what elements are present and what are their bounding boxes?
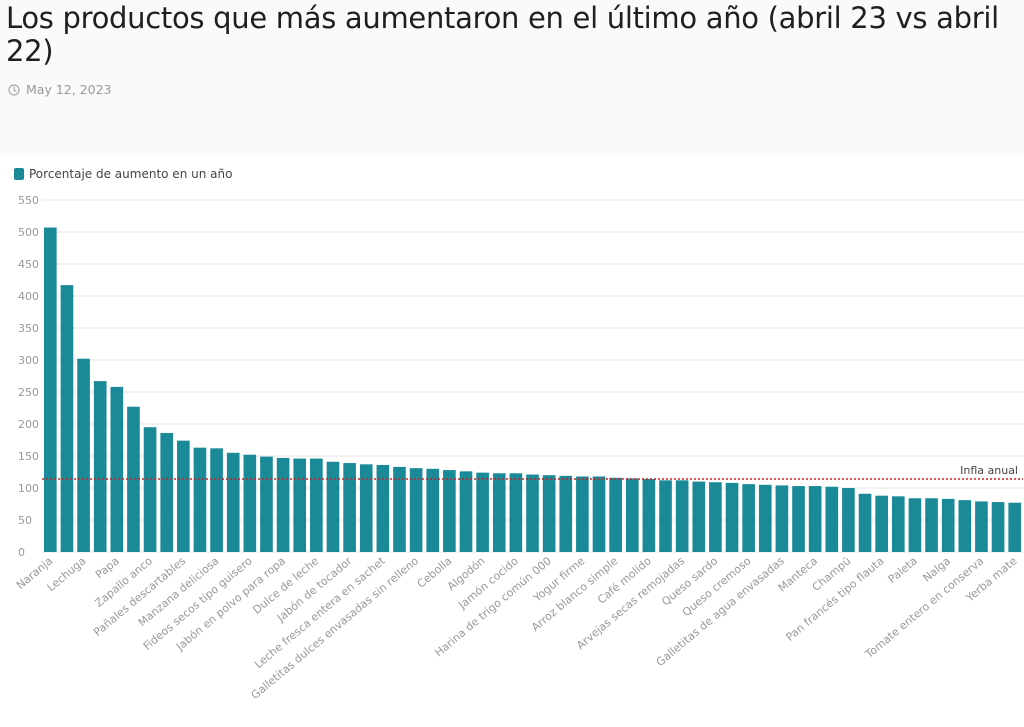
- y-tick-label: 450: [18, 258, 39, 271]
- bar: [276, 457, 290, 552]
- legend-label: Porcentaje de aumento en un año: [29, 167, 233, 181]
- bar: [426, 468, 440, 552]
- bar: [376, 464, 390, 552]
- bar: [891, 496, 905, 552]
- bar: [775, 485, 789, 552]
- bar: [941, 498, 955, 552]
- bar: [127, 406, 140, 552]
- bar-chart: 050100150200250300350400450500550Naranja…: [14, 194, 1023, 702]
- y-tick-label: 50: [18, 514, 32, 527]
- bar: [742, 484, 755, 552]
- bar: [709, 482, 722, 552]
- bar: [526, 474, 539, 552]
- chart-card: Porcentaje de aumento en un año 0 50 100 15…: [0, 155, 1024, 727]
- bar: [542, 475, 556, 552]
- x-tick-label: Paleta: [886, 554, 920, 586]
- bar: [858, 493, 872, 552]
- y-tick-label: 150: [18, 450, 39, 463]
- y-tick-label: 350: [18, 322, 39, 335]
- bar: [143, 427, 157, 552]
- page-title: Los productos que más aumentaron en el ú…: [6, 1, 999, 68]
- bar: [226, 452, 240, 552]
- bar: [592, 476, 606, 552]
- y-tick-label: 250: [18, 386, 39, 399]
- reference-line-label: Infla anual: [960, 464, 1018, 477]
- bar: [359, 464, 373, 552]
- bar: [93, 381, 107, 552]
- bar: [792, 486, 805, 552]
- bar: [243, 454, 257, 552]
- date-text: May 12, 2023: [26, 82, 112, 97]
- clock-icon: [8, 83, 20, 96]
- bar: [725, 482, 739, 552]
- bar: [559, 475, 573, 552]
- bar: [293, 458, 307, 552]
- bar: [393, 466, 406, 552]
- bar: [925, 498, 938, 552]
- bar: [110, 386, 124, 552]
- bar: [459, 471, 473, 552]
- bar: [260, 456, 273, 552]
- y-tick-label: 200: [18, 418, 39, 431]
- bar: [642, 479, 656, 552]
- bar: [77, 358, 90, 552]
- bar: [625, 478, 639, 552]
- bar: [958, 500, 972, 552]
- bar: [60, 285, 74, 552]
- y-tick-label: 300: [18, 354, 39, 367]
- y-tick-label: 100: [18, 482, 39, 495]
- bar: [509, 473, 523, 552]
- bar: [193, 447, 207, 552]
- bar: [310, 458, 323, 552]
- bar: [609, 477, 622, 552]
- bar: [343, 463, 356, 552]
- bar: [443, 470, 456, 552]
- bar: [326, 461, 340, 552]
- bar: [908, 498, 922, 552]
- bar: [659, 480, 672, 552]
- bar: [975, 501, 988, 552]
- bar: [991, 502, 1005, 552]
- bar: [160, 432, 174, 552]
- publish-date: May 12, 2023: [8, 82, 111, 97]
- y-tick-label: 400: [18, 290, 39, 303]
- bar: [576, 476, 589, 552]
- chart-legend[interactable]: Porcentaje de aumento en un año: [14, 167, 232, 181]
- bar: [1008, 502, 1022, 552]
- y-tick-label: 550: [18, 194, 39, 207]
- bar: [875, 495, 888, 552]
- bar: [675, 480, 689, 552]
- bar: [476, 472, 489, 552]
- bar: [409, 468, 423, 552]
- bar: [210, 448, 223, 552]
- bar: [842, 488, 855, 552]
- bar: [758, 484, 772, 552]
- y-tick-label: 0: [18, 546, 25, 559]
- bar: [43, 227, 57, 552]
- y-tick-label: 500: [18, 226, 39, 239]
- bar: [492, 473, 506, 552]
- bar: [825, 486, 839, 552]
- bar: [177, 440, 190, 552]
- x-tick-label: Papa: [93, 554, 122, 581]
- bar: [692, 481, 706, 552]
- legend-swatch: [14, 168, 24, 180]
- bar: [808, 486, 822, 552]
